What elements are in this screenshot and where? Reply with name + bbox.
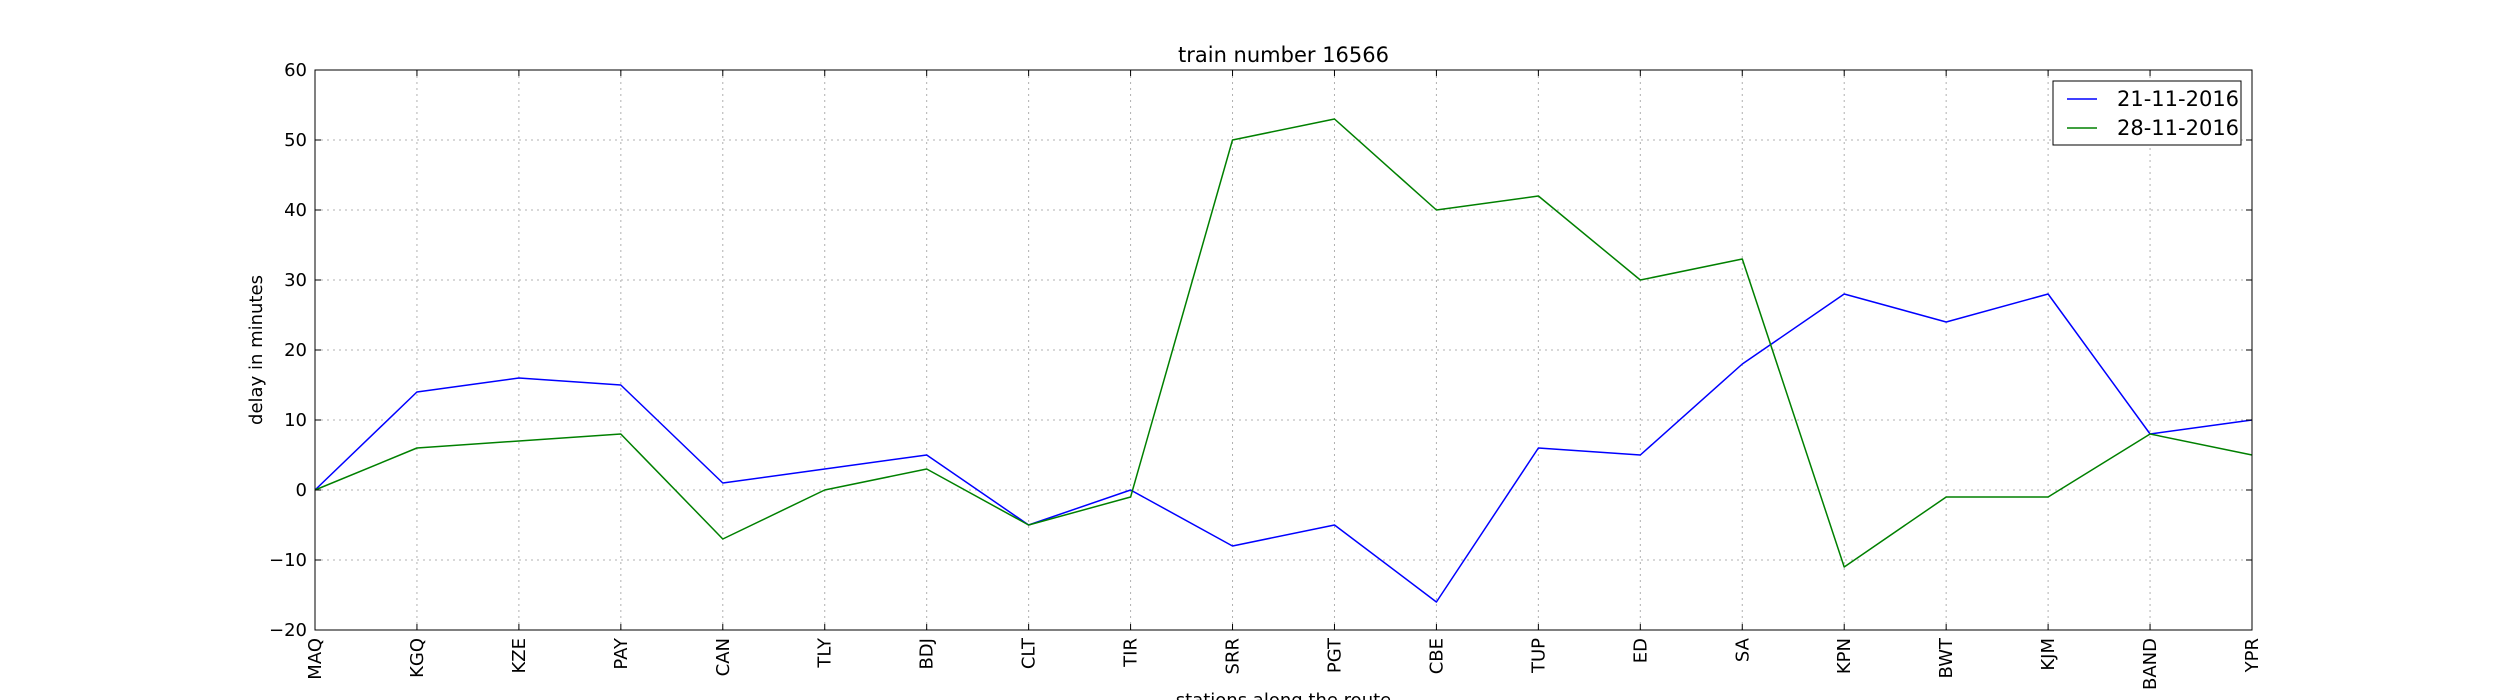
series-layer bbox=[314, 118, 2253, 603]
x-tick-label: PAY bbox=[611, 637, 632, 670]
grid bbox=[315, 70, 2252, 630]
x-tick-label: KJM bbox=[2038, 638, 2059, 671]
x-tick-label: TIR bbox=[1121, 638, 1142, 668]
y-tick-label: 10 bbox=[284, 410, 307, 431]
x-tick-label: SRR bbox=[1223, 638, 1244, 674]
axis-ticks: −20 −10 0 10 20 30 40 50 60 MAQ KGQ KZE PAY CAN TLY BDJ… bbox=[269, 60, 2263, 690]
series-line-2 bbox=[314, 118, 2253, 568]
x-tick-label: KZE bbox=[509, 638, 530, 674]
x-tick-label: BAND bbox=[2140, 638, 2161, 690]
x-tick-label: YPR bbox=[2242, 638, 2263, 673]
series-line-1 bbox=[314, 293, 2253, 603]
legend-label-1: 21-11-2016 bbox=[2117, 87, 2239, 111]
y-tick-label: 30 bbox=[284, 270, 307, 291]
y-tick-label: −10 bbox=[269, 550, 307, 571]
x-tick-label: KPN bbox=[1834, 638, 1855, 674]
x-tick-label: TUP bbox=[1528, 638, 1549, 674]
legend-label-2: 28-11-2016 bbox=[2117, 116, 2239, 140]
x-tick-label: ED bbox=[1630, 638, 1651, 663]
x-tick-label: BWT bbox=[1936, 637, 1957, 679]
y-tick-label: 40 bbox=[284, 200, 307, 221]
x-tick-label: PGT bbox=[1324, 637, 1345, 673]
chart-title: train number 16566 bbox=[1178, 43, 1389, 67]
y-tick-label: −20 bbox=[269, 620, 307, 641]
legend-box bbox=[2052, 80, 2242, 146]
x-tick-label: KGQ bbox=[407, 638, 428, 678]
y-tick-label: 60 bbox=[284, 60, 307, 81]
x-tick-label: CLT bbox=[1019, 637, 1040, 669]
x-tick-label: BDJ bbox=[917, 638, 938, 670]
plot-frame bbox=[314, 69, 2253, 631]
x-tick-label: TLY bbox=[815, 637, 836, 669]
legend: 21-11-2016 28-11-2016 bbox=[2052, 80, 2242, 146]
y-axis-label: delay in minutes bbox=[246, 275, 267, 425]
y-tick-label: 50 bbox=[284, 130, 307, 151]
y-tick-label: 0 bbox=[296, 480, 307, 501]
x-tick-label: CBE bbox=[1426, 638, 1447, 674]
x-tick-label: CAN bbox=[713, 638, 734, 676]
x-axis-label: stations along the route bbox=[1176, 690, 1391, 700]
y-tick-label: 20 bbox=[284, 340, 307, 361]
x-tick-label: SA bbox=[1732, 637, 1753, 662]
x-tick-label: MAQ bbox=[305, 638, 326, 680]
